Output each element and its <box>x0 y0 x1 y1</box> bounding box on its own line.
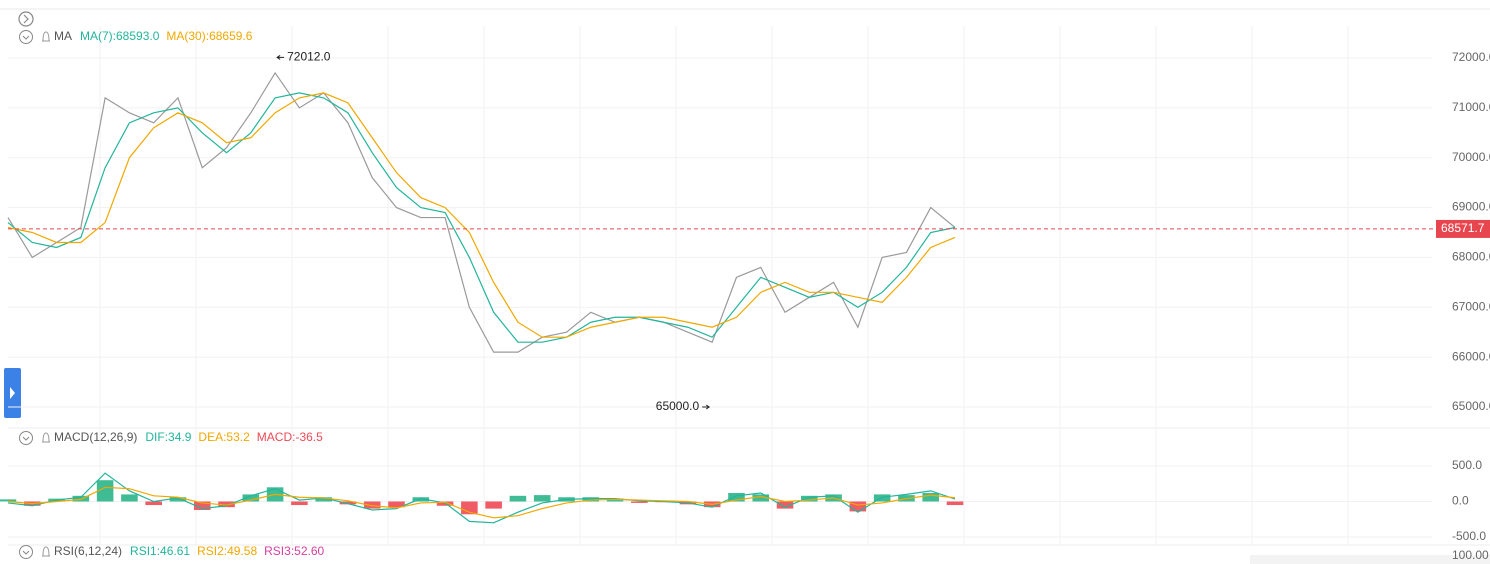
series-line <box>7 92 956 343</box>
bell-icon <box>42 31 50 42</box>
y-tick-label: 67000.0 <box>1452 299 1490 313</box>
legend-entry: MA(7):68593.0 <box>80 29 160 43</box>
collapse-icon[interactable] <box>19 545 33 559</box>
y-tick-label: 500.0 <box>1452 458 1482 472</box>
side-tab-arrow <box>10 387 15 399</box>
histogram-bar <box>0 499 17 502</box>
y-tick-label: 69000.0 <box>1452 200 1490 214</box>
y-tick-label: 66000.0 <box>1452 349 1490 363</box>
y-tick-label: 65000.0 <box>1452 399 1490 413</box>
legend-entry: MACD:-36.5 <box>257 430 323 444</box>
y-tick-label: 100.00 <box>1452 548 1489 562</box>
histogram-bar <box>582 497 600 502</box>
annotation-arrow <box>702 404 711 410</box>
histogram-bar <box>509 495 527 502</box>
series-line <box>7 92 956 338</box>
histogram-bar <box>145 501 162 506</box>
histogram-bar <box>533 495 551 502</box>
histogram-bar <box>922 492 940 502</box>
expand-icon[interactable] <box>18 11 34 27</box>
histogram-bar <box>388 501 405 508</box>
legend-entry: RSI1:46.61 <box>130 544 190 558</box>
histogram-bar <box>72 495 90 502</box>
bell-icon <box>42 432 50 443</box>
histogram-bar <box>315 497 332 502</box>
series-line <box>7 486 956 519</box>
collapse-icon[interactable] <box>19 431 33 445</box>
series-line <box>7 472 956 524</box>
y-tick-label: 72000.0 <box>1452 50 1490 64</box>
histogram-bar <box>339 501 357 505</box>
histogram-bar <box>242 494 260 502</box>
histogram-bar <box>801 495 818 502</box>
last-price-label: 68571.7 <box>1441 221 1485 235</box>
legend-entry: DIF:34.9 <box>145 430 191 444</box>
histogram-bar <box>849 501 867 512</box>
annotation-label: 65000.0 <box>656 399 700 413</box>
y-tick-label: 71000.0 <box>1452 100 1490 114</box>
histogram-bar <box>96 480 114 502</box>
indicator-label: MA <box>54 29 72 43</box>
legend-entry: RSI2:49.58 <box>197 544 257 558</box>
histogram-bar <box>412 497 430 502</box>
histogram-bar <box>193 501 211 511</box>
histogram-bar <box>631 501 648 503</box>
annotation-label: 72012.0 <box>287 50 331 64</box>
histogram-bar <box>946 501 964 506</box>
histogram-bar <box>873 494 891 502</box>
legend-entry: MA(30):68659.6 <box>166 29 252 43</box>
y-tick-label: -500.0 <box>1452 529 1486 543</box>
scroll-shade <box>1250 555 1490 564</box>
histogram-bar <box>169 497 187 502</box>
expand-arrow <box>23 14 29 24</box>
histogram-bar <box>728 492 745 502</box>
histogram-bar <box>752 494 770 502</box>
collapse-arrow <box>22 436 30 441</box>
histogram-bar <box>218 501 235 508</box>
histogram-bar <box>363 501 381 509</box>
legend-entry: RSI3:52.60 <box>264 544 324 558</box>
collapse-arrow <box>22 550 30 555</box>
y-tick-label: 70000.0 <box>1452 150 1490 164</box>
histogram-bar <box>776 501 794 509</box>
y-tick-label: 68000.0 <box>1452 250 1490 264</box>
collapse-icon[interactable] <box>19 30 33 44</box>
collapse-arrow <box>22 35 30 40</box>
indicator-label: RSI(6,12,24) <box>54 544 122 558</box>
legend-entry: DEA:53.2 <box>198 430 250 444</box>
histogram-bar <box>606 498 624 502</box>
indicator-label: MACD(12,26,9) <box>54 430 137 444</box>
histogram-bar <box>485 501 502 509</box>
histogram-bar <box>291 501 308 506</box>
annotation-arrow <box>276 54 285 60</box>
last-price-box <box>1436 219 1490 238</box>
y-tick-label: 0.0 <box>1452 494 1469 508</box>
bell-icon <box>42 546 50 557</box>
histogram-bar <box>121 494 138 502</box>
toolbar <box>0 8 1490 27</box>
